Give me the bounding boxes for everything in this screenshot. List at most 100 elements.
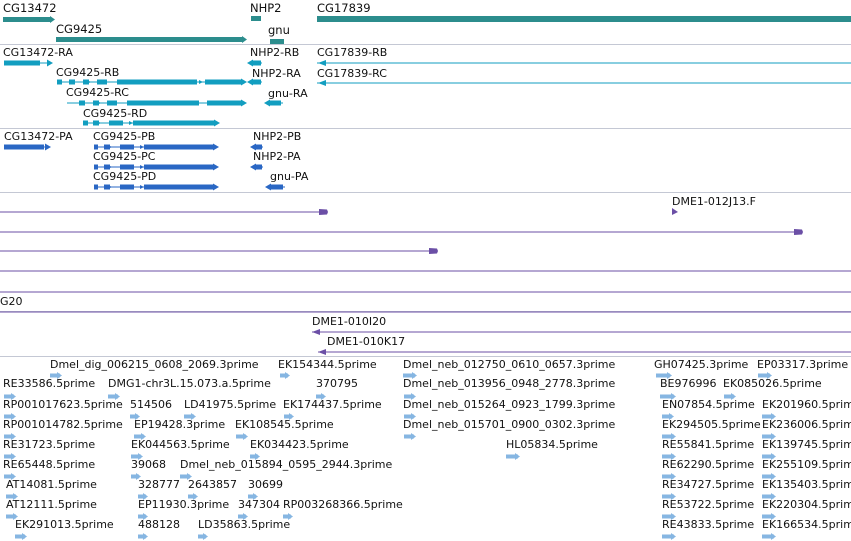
est-glyph[interactable] <box>662 433 676 440</box>
transcript-glyph[interactable] <box>247 59 269 67</box>
est-glyph[interactable] <box>762 533 776 540</box>
est-glyph[interactable] <box>283 513 293 520</box>
est-glyph[interactable] <box>130 413 140 420</box>
feature-label: EP19428.3prime <box>134 418 226 431</box>
transcript-glyph[interactable] <box>264 99 290 107</box>
feature-label: EK154344.5prime <box>278 358 377 371</box>
feature-glyph[interactable] <box>270 38 290 45</box>
transcript-glyph[interactable] <box>52 78 249 86</box>
transcript-glyph[interactable] <box>247 78 269 86</box>
feature-glyph[interactable] <box>317 15 851 23</box>
est-glyph[interactable] <box>188 493 198 500</box>
est-glyph[interactable] <box>403 372 417 379</box>
feature-glyph[interactable] <box>56 36 248 43</box>
transcript-glyph[interactable] <box>89 143 221 151</box>
feature-label: EK166534.5prime <box>762 518 851 531</box>
est-glyph[interactable] <box>238 513 248 520</box>
alignment-glyph[interactable] <box>317 59 851 67</box>
transcript-glyph[interactable] <box>78 119 222 127</box>
transcript-glyph[interactable] <box>265 183 292 191</box>
est-glyph[interactable] <box>284 413 294 420</box>
est-glyph[interactable] <box>184 413 196 420</box>
est-glyph[interactable] <box>404 393 416 400</box>
est-glyph[interactable] <box>4 473 16 480</box>
est-glyph[interactable] <box>250 453 260 460</box>
est-glyph[interactable] <box>762 513 776 520</box>
transcript-glyph[interactable] <box>0 59 55 67</box>
est-glyph[interactable] <box>762 413 776 420</box>
est-glyph[interactable] <box>506 453 520 460</box>
est-glyph[interactable] <box>108 393 120 400</box>
est-glyph[interactable] <box>758 372 772 379</box>
feature-label: CG9425-PB <box>93 130 156 143</box>
transcript-glyph[interactable] <box>62 99 249 107</box>
est-glyph[interactable] <box>662 413 674 420</box>
est-glyph[interactable] <box>662 453 676 460</box>
alignment-glyph[interactable] <box>0 267 851 275</box>
est-glyph[interactable] <box>404 413 416 420</box>
transcript-glyph[interactable] <box>0 143 53 151</box>
est-glyph[interactable] <box>762 453 776 460</box>
alignment-glyph[interactable] <box>0 247 439 255</box>
transcript-glyph[interactable] <box>250 143 270 151</box>
est-glyph[interactable] <box>138 493 148 500</box>
est-glyph[interactable] <box>180 473 192 480</box>
est-glyph[interactable] <box>198 533 208 540</box>
transcript-glyph[interactable] <box>89 163 221 171</box>
alignment-glyph[interactable] <box>318 348 851 356</box>
feature-label: EK085026.5prime <box>723 377 822 390</box>
transcript-glyph[interactable] <box>250 163 270 171</box>
feature-label: RP001014782.5prime <box>3 418 123 431</box>
est-glyph[interactable] <box>15 533 27 540</box>
est-glyph[interactable] <box>662 533 676 540</box>
est-glyph[interactable] <box>762 433 776 440</box>
est-glyph[interactable] <box>404 433 416 440</box>
alignment-glyph[interactable] <box>312 328 851 336</box>
est-glyph[interactable] <box>662 493 676 500</box>
est-glyph[interactable] <box>660 393 676 400</box>
transcript-glyph[interactable] <box>89 183 221 191</box>
est-glyph[interactable] <box>131 473 141 480</box>
est-glyph[interactable] <box>50 372 62 379</box>
feature-label: EP03317.3prime <box>757 358 849 371</box>
est-glyph[interactable] <box>662 513 676 520</box>
est-glyph[interactable] <box>762 473 776 480</box>
est-glyph[interactable] <box>4 433 16 440</box>
est-glyph[interactable] <box>656 372 672 379</box>
feature-glyph[interactable] <box>3 16 56 23</box>
est-glyph[interactable] <box>236 433 248 440</box>
feature-label: CG13472 <box>3 1 57 15</box>
est-glyph[interactable] <box>131 453 143 460</box>
feature-glyph[interactable] <box>251 15 267 22</box>
feature-label: Dmel_neb_013956_0948_2778.3prime <box>403 377 616 390</box>
feature-label: 514506 <box>130 398 172 411</box>
alignment-glyph[interactable] <box>317 79 851 87</box>
alignment-glyph[interactable] <box>0 228 804 236</box>
alignment-glyph[interactable] <box>0 208 329 216</box>
feature-label: EK034423.5prime <box>250 438 349 451</box>
est-glyph[interactable] <box>134 433 146 440</box>
est-glyph[interactable] <box>762 493 776 500</box>
feature-label: EP11930.3prime <box>138 498 230 511</box>
est-glyph[interactable] <box>6 513 18 520</box>
est-glyph[interactable] <box>6 493 18 500</box>
est-glyph[interactable] <box>138 513 148 520</box>
feature-label: DME1-010I20 <box>312 315 387 328</box>
feature-label: gnu-PA <box>270 170 309 183</box>
est-glyph[interactable] <box>316 393 326 400</box>
est-glyph[interactable] <box>4 413 16 420</box>
est-glyph[interactable] <box>248 493 258 500</box>
est-glyph[interactable] <box>4 453 16 460</box>
est-glyph[interactable] <box>4 393 16 400</box>
alignment-glyph[interactable] <box>0 288 851 296</box>
feature-label: EK255109.5prime <box>762 458 851 471</box>
est-glyph[interactable] <box>724 393 736 400</box>
flybase-transcript-track <box>0 45 851 129</box>
est-glyph[interactable] <box>280 372 290 379</box>
alignment-glyph[interactable] <box>672 208 680 216</box>
feature-label: GH07425.3prime <box>654 358 749 371</box>
est-glyph[interactable] <box>662 473 676 480</box>
feature-label: RE55841.5prime <box>662 438 755 451</box>
alignment-glyph[interactable] <box>0 308 851 316</box>
est-glyph[interactable] <box>138 533 148 540</box>
